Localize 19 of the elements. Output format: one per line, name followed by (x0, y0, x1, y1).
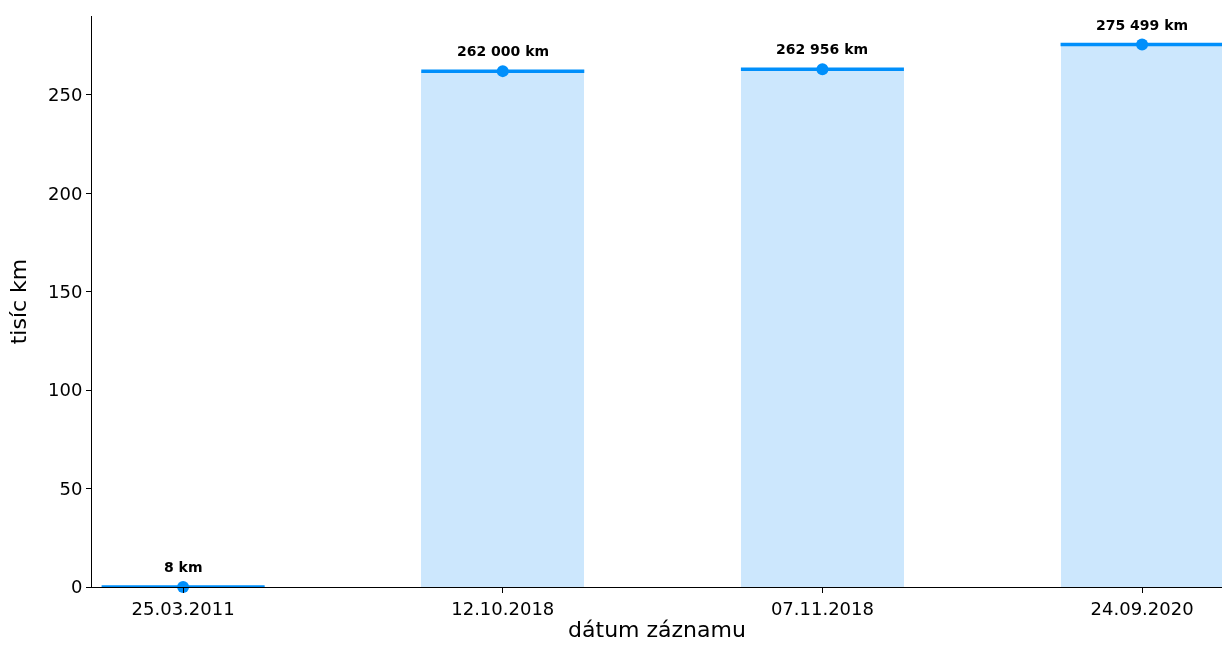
bar (1061, 45, 1222, 587)
bar (421, 71, 584, 587)
x-axis-title: dátum záznamu (568, 617, 746, 643)
y-tick-label: 200 (48, 182, 83, 204)
y-axis-title: tisíc km (5, 258, 31, 345)
annotation: 275 499 km (1096, 17, 1189, 33)
annotation: 8 km (164, 559, 203, 575)
y-tick-label: 0 (70, 576, 83, 598)
y-tick-label: 250 (48, 84, 83, 106)
x-tick-label: 24.09.2020 (1090, 597, 1194, 619)
x-tick-label: 25.03.2011 (131, 597, 235, 619)
annotation: 262 000 km (457, 43, 550, 59)
x-tick-label: 07.11.2018 (770, 597, 874, 619)
annotation: 262 956 km (776, 41, 869, 57)
y-tick-label: 150 (48, 280, 83, 302)
x-tick-label: 12.10.2018 (451, 597, 555, 619)
y-tick-label: 50 (59, 477, 83, 499)
y-tick-label: 100 (48, 379, 83, 401)
bar (741, 69, 904, 587)
